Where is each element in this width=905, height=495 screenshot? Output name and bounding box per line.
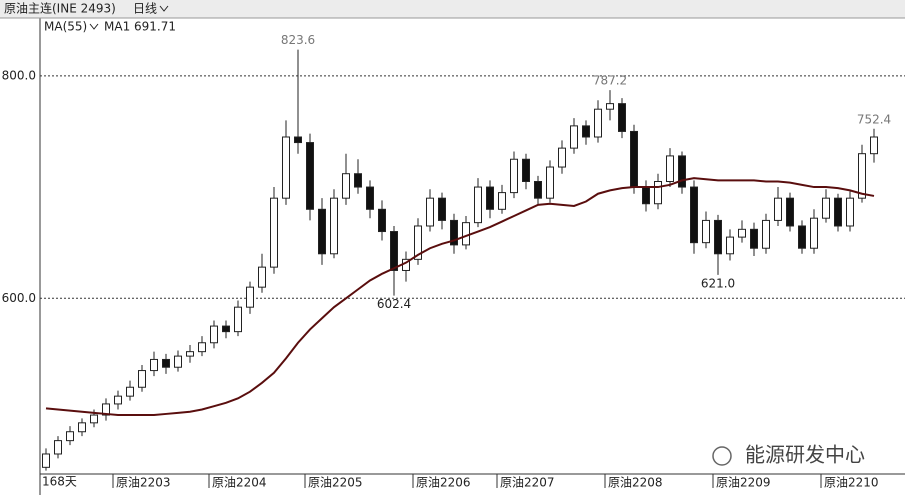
candle-body	[522, 158, 530, 182]
extreme-label: 621.0	[701, 276, 735, 290]
candle-body	[210, 325, 218, 344]
candle-body	[138, 370, 146, 388]
candle-body	[750, 228, 758, 249]
candle-body	[798, 225, 806, 249]
candle-body	[726, 236, 734, 255]
x-tick-label: 原油2206	[416, 476, 471, 490]
candle-body	[282, 136, 290, 199]
extreme-label: 823.6	[281, 33, 315, 47]
candle-body	[270, 197, 278, 268]
candle-body	[546, 166, 554, 199]
days-label: 168天	[42, 475, 77, 489]
title: 原油主连(INE 2493)	[4, 1, 116, 16]
candle-body	[414, 225, 422, 260]
ma-caption: MA1 691.71	[104, 20, 176, 34]
candle-body	[822, 197, 830, 219]
candle-body	[786, 197, 794, 227]
candle-body	[162, 358, 170, 368]
candle-body	[762, 219, 770, 249]
candle-body	[774, 197, 782, 221]
candle-body	[450, 219, 458, 246]
header-bar	[0, 0, 905, 18]
candle-body	[66, 431, 74, 442]
candle-body	[354, 173, 362, 188]
candle-body	[498, 192, 506, 210]
x-tick-label: 原油2210	[824, 476, 879, 490]
candle-body	[102, 403, 110, 416]
candle-body	[306, 142, 314, 210]
candle-body	[846, 197, 854, 227]
candle-body	[246, 286, 254, 308]
x-tick-label: 原油2203	[116, 476, 171, 490]
candle-body	[198, 342, 206, 353]
candle-body	[582, 125, 590, 138]
candle-body	[810, 217, 818, 249]
candle-body	[594, 108, 602, 138]
extreme-label: 602.4	[377, 297, 411, 311]
candle-body	[78, 422, 86, 433]
dropdown-arrow[interactable]	[159, 5, 169, 12]
candle-body	[114, 395, 122, 405]
candle-body	[330, 197, 338, 255]
candle-body	[342, 173, 350, 199]
indicator-label: MA(55)	[44, 20, 87, 34]
candle-body	[90, 414, 98, 424]
candle-body	[426, 197, 434, 227]
extreme-label: 787.2	[593, 74, 627, 88]
candle-body	[222, 325, 230, 333]
candle-body	[654, 180, 662, 205]
candle-body	[318, 208, 326, 255]
candle-body	[870, 136, 878, 155]
candle-body	[150, 358, 158, 372]
candle-body	[858, 153, 866, 199]
candle-body	[474, 186, 482, 224]
candle-body	[126, 386, 134, 397]
candle-body	[54, 440, 62, 455]
candle-body	[678, 155, 686, 188]
candle-body	[42, 453, 50, 468]
x-tick-label: 原油2208	[608, 476, 663, 490]
candle-body	[738, 228, 746, 238]
x-tick-label: 原油2205	[308, 476, 363, 490]
indicator-arrow[interactable]	[89, 23, 99, 30]
candle-body	[186, 351, 194, 357]
candle-body	[294, 136, 302, 144]
candle-body	[690, 186, 698, 244]
candle-body	[510, 158, 518, 194]
candle-body	[366, 186, 374, 210]
candle-body	[390, 231, 398, 271]
candle-body	[378, 208, 386, 233]
candle-body	[606, 103, 614, 110]
x-tick-label: 原油2209	[716, 476, 771, 490]
candle-body	[462, 222, 470, 246]
watermark-icon	[712, 446, 732, 466]
watermark: 能源研发中心	[745, 443, 865, 467]
x-tick-label: 原油2207	[500, 476, 555, 490]
candle-body	[558, 147, 566, 168]
candle-body	[258, 266, 266, 288]
candle-body	[486, 186, 494, 210]
candle-body	[174, 355, 182, 368]
y-tick-label: 800.0	[2, 68, 36, 82]
candle-body	[714, 219, 722, 255]
ma-line	[45, 177, 875, 417]
candle-body	[630, 130, 638, 188]
candle-body	[570, 125, 578, 149]
candle-body	[834, 197, 842, 227]
candle-body	[642, 186, 650, 205]
candle-body	[618, 103, 626, 132]
candle-body	[534, 180, 542, 199]
y-tick-label: 600.0	[2, 291, 36, 305]
candle-body	[666, 155, 674, 182]
extreme-label: 752.4	[857, 112, 891, 126]
period-selector[interactable]: 日线	[133, 2, 157, 16]
candle-body	[438, 197, 446, 221]
candle-body	[234, 306, 242, 333]
candle-body	[702, 219, 710, 244]
x-tick-label: 原油2204	[212, 476, 267, 490]
